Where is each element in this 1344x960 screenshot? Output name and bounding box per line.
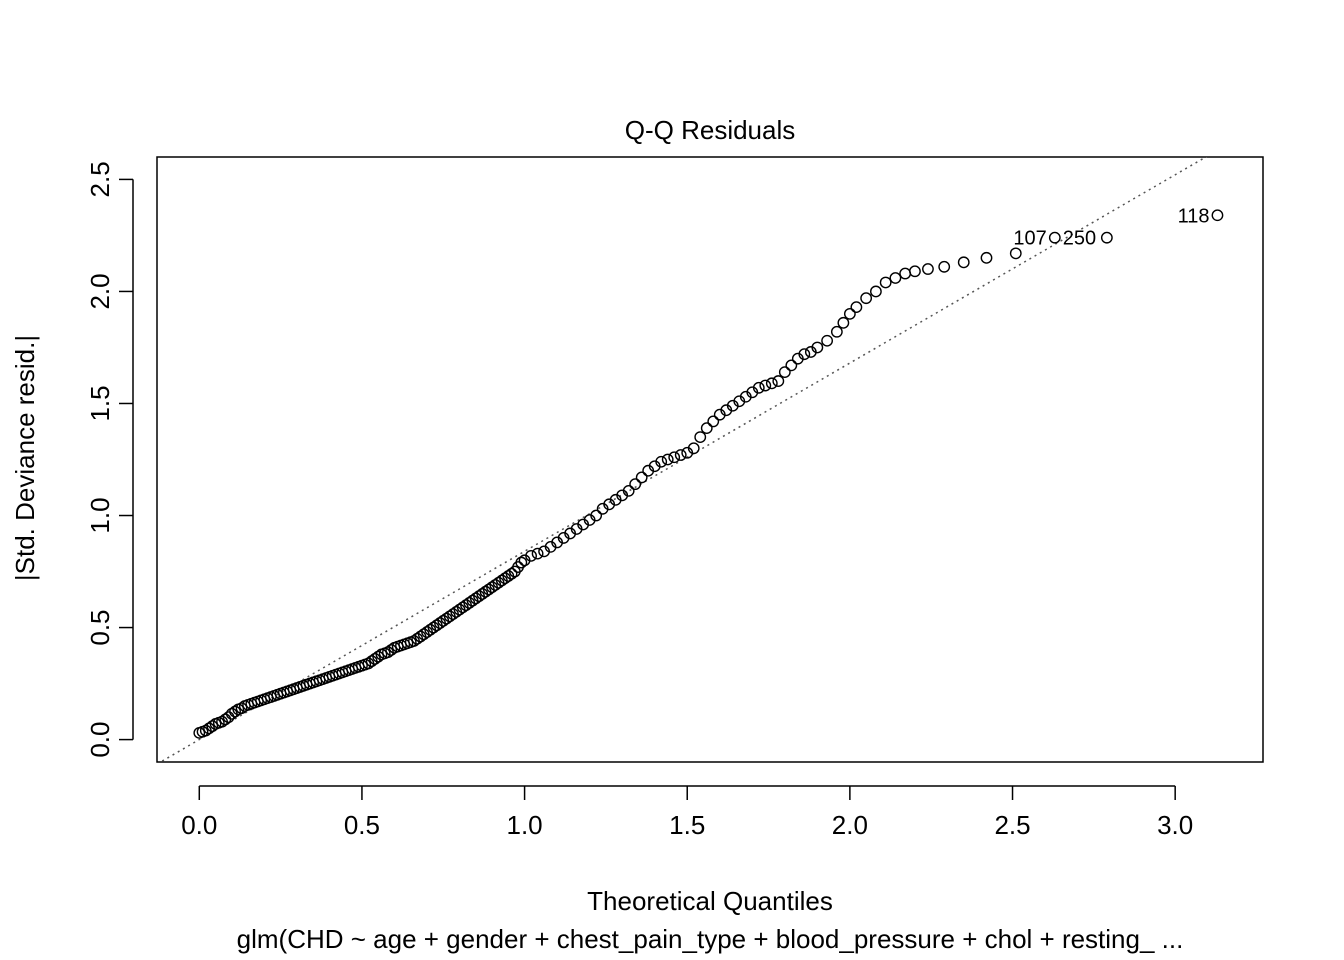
data-point [505, 567, 518, 580]
data-point [772, 375, 785, 387]
point-labels: 107 250 118 [1013, 205, 1209, 249]
data-point [889, 272, 902, 284]
data-point [850, 301, 863, 314]
y-tick-label: 2.5 [85, 161, 115, 197]
reference-line [159, 157, 1208, 762]
data-point [629, 478, 642, 491]
x-tick-label: 0.5 [344, 810, 380, 840]
data-point [372, 650, 385, 663]
data-point [531, 547, 544, 560]
y-tick-label: 2.0 [85, 273, 115, 309]
point-label: 107 [1013, 228, 1046, 250]
data-point [811, 341, 824, 354]
data-point [765, 377, 778, 390]
data-point [879, 276, 892, 289]
data-point [1048, 231, 1061, 244]
y-tick-label: 1.5 [85, 385, 115, 421]
data-point [843, 307, 856, 320]
data-point [957, 256, 970, 269]
data-point [1100, 231, 1113, 244]
data-point [661, 453, 674, 466]
data-point [700, 422, 713, 435]
data-point [759, 379, 772, 392]
plot-axes: 0.0 0.5 1.0 1.5 2.0 2.5 3.0 0.0 0.5 1.0 1.5 2.0 2.5 [85, 156, 1264, 840]
data-point [837, 316, 850, 329]
x-tick-label: 3.0 [1157, 810, 1193, 840]
chart-subtitle: glm(CHD ~ age + gender + chest_pain_type… [237, 924, 1184, 954]
data-point [590, 509, 603, 522]
data-point [899, 267, 912, 280]
data-point [821, 334, 834, 347]
data-point [655, 455, 668, 468]
data-point [229, 705, 241, 718]
data-point [752, 381, 765, 394]
chart-title: Q-Q Residuals [625, 115, 796, 145]
y-tick-label: 0.5 [85, 609, 115, 645]
y-axis-label: |Std. Deviance resid.| [10, 335, 40, 581]
data-point [206, 720, 219, 733]
data-points [193, 209, 1224, 739]
y-tick-label: 1.0 [85, 497, 115, 533]
data-point [687, 442, 700, 455]
data-point [525, 549, 537, 562]
x-axis-label: Theoretical Quantiles [587, 886, 833, 916]
data-point [798, 348, 811, 361]
data-point [694, 431, 707, 443]
data-point [909, 265, 921, 278]
data-point [674, 449, 687, 461]
data-point [668, 451, 681, 464]
data-point [938, 260, 951, 273]
point-label: 118 [1178, 205, 1210, 227]
x-tick-label: 2.0 [832, 810, 868, 840]
data-point [860, 292, 873, 305]
x-tick-label: 0.0 [181, 810, 217, 840]
data-point [830, 325, 843, 338]
data-point [870, 285, 882, 298]
x-tick-label: 1.0 [507, 810, 543, 840]
x-tick-label: 1.5 [669, 810, 705, 840]
data-point [1211, 209, 1224, 222]
data-point [980, 251, 993, 264]
data-point [1009, 247, 1022, 260]
x-tick-label: 2.5 [994, 810, 1030, 840]
plot-frame [156, 156, 1264, 763]
data-point [622, 484, 635, 497]
data-point [922, 263, 934, 275]
point-label: 250 [1063, 228, 1096, 250]
y-tick-label: 0.0 [85, 722, 115, 758]
data-point [778, 366, 791, 379]
data-point [635, 471, 648, 484]
data-point [385, 644, 398, 656]
qq-reference-line [159, 157, 1208, 762]
data-point [707, 415, 720, 428]
data-point [785, 359, 798, 372]
data-point [515, 556, 528, 569]
data-point [235, 702, 248, 715]
